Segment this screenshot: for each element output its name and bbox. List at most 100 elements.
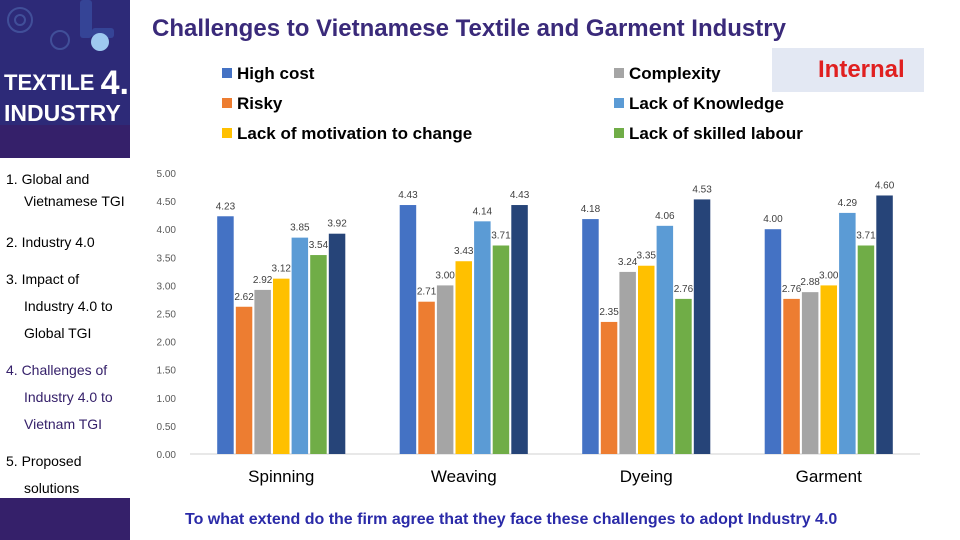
bar xyxy=(675,298,692,454)
data-label: 3.54 xyxy=(309,240,329,251)
page-title: Challenges to Vietnamese Textile and Gar… xyxy=(152,15,786,42)
legend-swatch xyxy=(614,98,624,108)
legend-label: High cost xyxy=(237,64,315,83)
legend-swatch xyxy=(222,128,232,138)
bar xyxy=(455,261,472,454)
y-tick-label: 4.50 xyxy=(157,197,177,208)
y-tick-label: 5.00 xyxy=(157,169,177,180)
data-label: 2.35 xyxy=(599,307,619,318)
data-label: 4.53 xyxy=(692,184,712,195)
legend-swatch xyxy=(614,128,624,138)
bar xyxy=(254,289,271,454)
nav-item-11[interactable]: solutions xyxy=(24,480,80,496)
nav-item-10[interactable]: 5. Proposed xyxy=(6,453,82,469)
bar xyxy=(656,225,674,454)
data-label: 2.76 xyxy=(674,284,694,295)
bar xyxy=(801,292,819,454)
legend-item: Risky xyxy=(222,94,282,114)
nav-menu: 1. Global and Vietnamese TGI 2. Industry 4… xyxy=(0,158,150,498)
legend-item: Lack of Knowledge xyxy=(614,94,784,114)
legend-item: Complexity xyxy=(614,64,721,84)
nav-item-9[interactable]: Vietnam TGI xyxy=(24,416,103,432)
bar xyxy=(820,285,837,454)
bar xyxy=(876,195,893,455)
bar xyxy=(291,237,309,454)
bar xyxy=(235,306,253,454)
bar xyxy=(418,301,435,454)
bar xyxy=(600,321,618,454)
nav-item-3[interactable]: 2. Industry 4.0 xyxy=(6,234,95,250)
bar xyxy=(582,219,599,454)
bar xyxy=(511,205,528,454)
legend-item: High cost xyxy=(222,64,314,84)
bar xyxy=(783,298,800,454)
nav-item-5[interactable]: Industry 4.0 to xyxy=(24,298,113,314)
nav-item-8[interactable]: Industry 4.0 to xyxy=(24,389,113,405)
legend-label: Lack of Knowledge xyxy=(629,94,784,113)
logo: TEXTILE 4. INDUSTRY xyxy=(4,64,129,125)
data-label: 4.29 xyxy=(838,198,858,209)
data-label: 3.71 xyxy=(856,230,876,241)
bar xyxy=(474,221,491,454)
sidebar: TEXTILE 4. INDUSTRY 1. Global and Vietnam… xyxy=(0,0,150,540)
legend-swatch xyxy=(614,68,624,78)
y-tick-label: 0.00 xyxy=(157,450,177,461)
data-label: 3.85 xyxy=(290,223,310,234)
bar xyxy=(492,245,510,454)
y-tick-label: 3.00 xyxy=(157,281,177,292)
legend-swatch xyxy=(222,98,232,108)
legend-label: Complexity xyxy=(629,64,721,83)
badge-background xyxy=(772,48,924,92)
bar xyxy=(328,233,346,454)
bar xyxy=(857,245,875,454)
data-label: 2.62 xyxy=(234,292,254,303)
data-label: 3.71 xyxy=(491,230,511,241)
nav-item-6[interactable]: Global TGI xyxy=(24,325,92,341)
data-label: 2.71 xyxy=(417,287,437,298)
bar xyxy=(436,285,454,454)
bar xyxy=(693,199,711,454)
x-category-label: Weaving xyxy=(431,467,497,486)
data-label: 3.43 xyxy=(454,246,474,257)
y-tick-label: 2.50 xyxy=(157,310,177,321)
data-label: 3.00 xyxy=(435,270,455,281)
data-label: 4.18 xyxy=(581,204,601,215)
legend-label: Lack of skilled labour xyxy=(629,124,803,143)
data-label: 3.00 xyxy=(819,270,839,281)
logo-panel: TEXTILE 4. INDUSTRY xyxy=(0,0,130,125)
legend-label: Lack of motivation to change xyxy=(237,124,473,143)
data-label: 3.12 xyxy=(272,264,292,275)
y-tick-label: 1.50 xyxy=(157,366,177,377)
y-tick-label: 2.00 xyxy=(157,338,177,349)
internal-badge: Internal xyxy=(818,56,905,83)
data-label: 4.06 xyxy=(655,211,675,222)
data-label: 3.92 xyxy=(327,219,347,230)
data-label: 2.76 xyxy=(782,284,802,295)
data-label: 4.00 xyxy=(763,214,783,225)
legend-item: Lack of motivation to change xyxy=(222,124,472,144)
bar xyxy=(764,229,782,454)
bar xyxy=(619,271,636,454)
y-tick-label: 3.50 xyxy=(157,253,177,264)
nav-item-1[interactable]: 1. Global and xyxy=(6,171,90,187)
bar xyxy=(217,216,234,454)
data-label: 3.35 xyxy=(637,251,657,262)
nav-item-4[interactable]: 3. Impact of xyxy=(6,271,80,287)
data-label: 2.92 xyxy=(253,275,273,286)
data-label: 2.88 xyxy=(800,277,820,288)
data-label: 4.14 xyxy=(473,206,493,217)
data-label: 4.60 xyxy=(875,180,895,191)
bar xyxy=(310,255,327,454)
gear-robot-icon xyxy=(7,0,114,51)
x-category-label: Dyeing xyxy=(620,467,673,486)
data-label: 4.43 xyxy=(510,190,530,201)
nav-item-7[interactable]: 4. Challenges of xyxy=(6,362,108,378)
legend-label: Risky xyxy=(237,94,283,113)
y-tick-label: 0.50 xyxy=(157,422,177,433)
data-label: 4.23 xyxy=(216,201,236,212)
data-label: 4.43 xyxy=(398,190,418,201)
nav-item-2[interactable]: Vietnamese TGI xyxy=(24,193,125,209)
x-category-label: Garment xyxy=(796,467,862,486)
y-tick-label: 4.00 xyxy=(157,225,177,236)
